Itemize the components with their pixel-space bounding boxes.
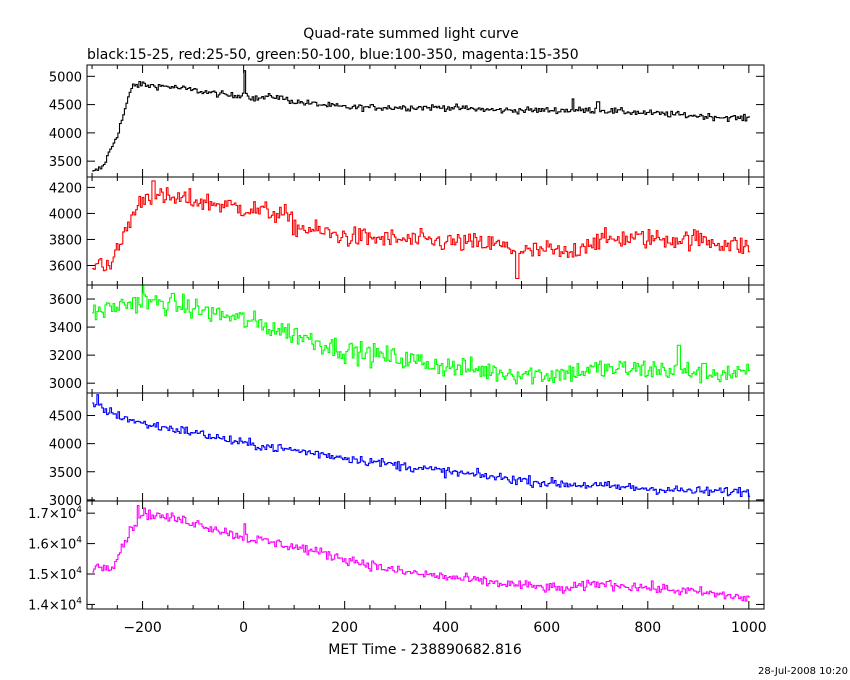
y-tick-label: 3600: [49, 259, 82, 274]
series-line-25-50: [92, 180, 751, 280]
panel-frame: [86, 392, 765, 502]
y-tick-label: 3500: [49, 155, 82, 170]
panel-100-350: 3000 3500 4000 4500: [49, 392, 765, 509]
x-tick-label: 1000: [731, 620, 767, 636]
y-tick-label: 1.4×104: [28, 596, 82, 613]
y-tick-label: 3200: [49, 349, 82, 364]
series-line-50-100: [92, 285, 751, 385]
y-tick-label: 1.7×104: [28, 505, 82, 522]
x-tick-label: 0: [239, 620, 248, 636]
timestamp-footer: 28-Jul-2008 10:20: [758, 666, 848, 677]
chart-subtitle: black:15-25, red:25-50, green:50-100, bl…: [87, 47, 579, 63]
y-tick-label: 4000: [49, 438, 82, 453]
x-tick-label: −200: [123, 620, 161, 636]
panel-25-50: 3600 3800 4000 4200: [49, 176, 765, 286]
y-tick-label: 3000: [49, 377, 82, 392]
x-tick-label: 600: [533, 620, 560, 636]
y-tick-label: 4200: [49, 181, 82, 196]
y-tick-label: 3600: [49, 293, 82, 308]
x-tick-label: 800: [634, 620, 661, 636]
y-tick-label: 1.6×104: [28, 536, 82, 553]
y-tick-label: 1.5×104: [28, 566, 82, 583]
y-tick-label: 5000: [49, 70, 82, 85]
y-tick-label: 3400: [49, 321, 82, 336]
y-tick-label: 4000: [49, 127, 82, 142]
panel-frame: [86, 64, 765, 178]
series-line-15-25: [92, 70, 751, 172]
panel-15-350: 1.4×104 1.5×104 1.6×104 1.7×104: [28, 500, 765, 613]
x-axis: −200 0 200 400 600 800 1000: [123, 620, 766, 636]
panel-50-100: 3000 3200 3400 3600: [49, 284, 765, 394]
y-tick-label: 4500: [49, 99, 82, 114]
chart-title: Quad-rate summed light curve: [303, 26, 518, 42]
y-tick-label: 3800: [49, 233, 82, 248]
panels-group: 3500 4000 4500 5000 3600 3800 4000 4200 3000 3200…: [28, 64, 765, 613]
y-tick-label: 4500: [49, 410, 82, 425]
x-axis-label: MET Time - 238890682.816: [328, 642, 522, 658]
panel-15-25: 3500 4000 4500 5000: [49, 64, 765, 178]
x-tick-label: 400: [432, 620, 459, 636]
y-tick-label: 3500: [49, 466, 82, 481]
panel-frame: [86, 500, 765, 610]
y-tick-label: 4000: [49, 207, 82, 222]
series-line-100-350: [92, 394, 751, 498]
x-tick-label: 200: [331, 620, 358, 636]
y-tick-label: 3000: [49, 494, 82, 509]
series-line-15-350: [92, 505, 751, 602]
